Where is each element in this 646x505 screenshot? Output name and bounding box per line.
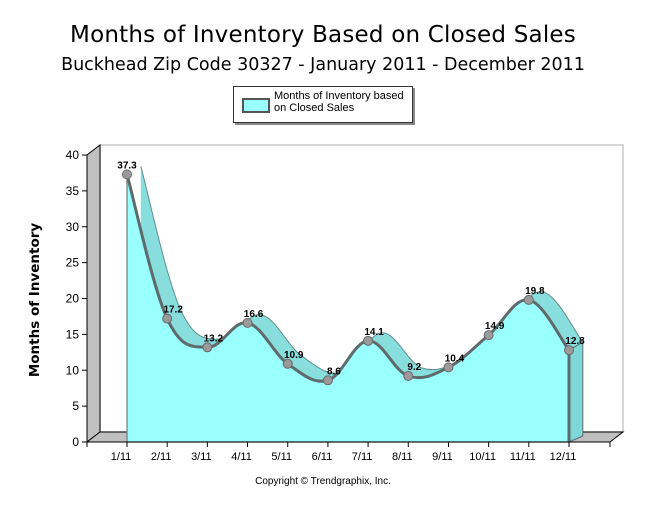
chart-title: Months of Inventory Based on Closed Sale… bbox=[70, 22, 576, 48]
data-label: 14.1 bbox=[364, 327, 384, 338]
data-point-9/11 bbox=[443, 362, 454, 373]
x-tick-label: 2/11 bbox=[151, 451, 172, 463]
legend: Months of Inventory based on Closed Sale… bbox=[233, 86, 413, 123]
data-point-11/11 bbox=[523, 294, 534, 305]
x-tick-label: 3/11 bbox=[191, 451, 212, 463]
data-point-12/11 bbox=[564, 345, 574, 356]
y-tick-label: 40 bbox=[66, 148, 80, 162]
data-label: 19.8 bbox=[525, 286, 545, 297]
x-tick-label: 1/11 bbox=[111, 451, 132, 463]
data-point-1/11 bbox=[122, 169, 132, 180]
x-tick-label: 5/11 bbox=[271, 451, 292, 463]
legend-swatch bbox=[242, 98, 270, 113]
y-tick-label: 15 bbox=[66, 327, 80, 341]
data-point-3/11 bbox=[202, 342, 213, 353]
data-point-6/11 bbox=[322, 375, 333, 386]
x-tick-label: 11/11 bbox=[510, 451, 536, 463]
y-tick-label: 35 bbox=[66, 184, 80, 198]
data-label: 16.6 bbox=[244, 309, 264, 320]
data-label: 9.2 bbox=[407, 362, 421, 373]
x-tick-label: 12/11 bbox=[550, 451, 577, 463]
data-point-10/11 bbox=[483, 330, 494, 341]
y-tick-label: 10 bbox=[66, 363, 80, 377]
data-label: 17.2 bbox=[163, 305, 183, 316]
left-wall bbox=[86, 143, 101, 444]
legend-label-line-2: on Closed Sales bbox=[274, 102, 355, 114]
data-label: 37.3 bbox=[117, 160, 137, 171]
data-point-5/11 bbox=[282, 358, 293, 369]
x-tick-label: 8/11 bbox=[392, 451, 413, 463]
data-point-7/11 bbox=[363, 335, 374, 346]
data-point-4/11 bbox=[242, 317, 253, 328]
y-tick-label: 0 bbox=[72, 435, 79, 449]
data-label: 8.6 bbox=[327, 366, 341, 377]
y-tick-label: 30 bbox=[66, 220, 80, 234]
data-label: 13.2 bbox=[204, 333, 224, 344]
chart-subtitle: Buckhead Zip Code 30327 - January 2011 -… bbox=[61, 55, 585, 75]
legend-label: Months of Inventory based on Closed Sale… bbox=[274, 90, 404, 114]
data-point-8/11 bbox=[403, 370, 414, 381]
y-tick-label: 5 bbox=[72, 399, 79, 413]
data-label: 14.9 bbox=[485, 321, 505, 332]
y-axis-title: Months of Inventory bbox=[27, 223, 43, 378]
legend-label-line-1: Months of Inventory based bbox=[274, 90, 404, 102]
data-label: 10.9 bbox=[284, 350, 304, 361]
data-label: 10.4 bbox=[445, 353, 465, 364]
x-tick-label: 7/11 bbox=[352, 451, 373, 463]
x-tick-label: 6/11 bbox=[312, 451, 333, 463]
x-tick-label: 4/11 bbox=[231, 451, 252, 463]
area-end-cap bbox=[568, 341, 584, 443]
data-label: 12.8 bbox=[565, 336, 585, 347]
x-tick-label: 9/11 bbox=[432, 451, 453, 463]
copyright: Copyright © Trendgraphix, Inc. bbox=[255, 476, 391, 487]
x-tick-label: 10/11 bbox=[469, 451, 496, 463]
y-tick-label: 25 bbox=[66, 256, 80, 270]
data-point-2/11 bbox=[162, 313, 173, 324]
y-tick-label: 20 bbox=[66, 292, 80, 306]
